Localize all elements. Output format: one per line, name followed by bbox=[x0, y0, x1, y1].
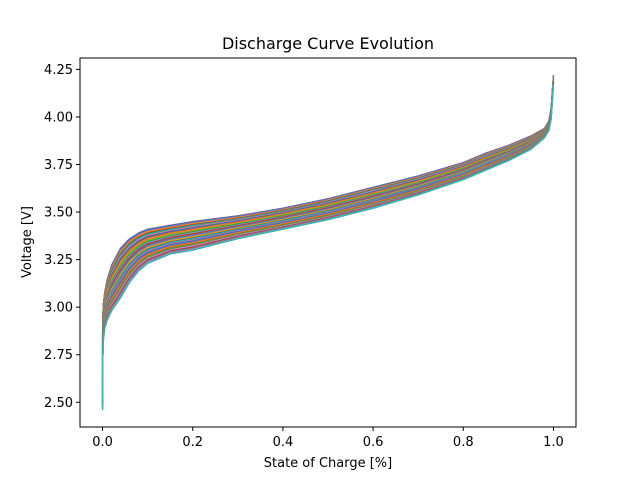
series-line-150 bbox=[101, 84, 555, 410]
y-tick-label: 2.75 bbox=[44, 348, 73, 363]
x-axis-ticks: 0.0 0.2 0.4 0.6 0.8 1.0 bbox=[92, 427, 564, 450]
y-tick-label: 4.00 bbox=[44, 110, 73, 125]
chart-title: Discharge Curve Evolution bbox=[222, 34, 434, 53]
series-layer bbox=[101, 75, 555, 410]
x-tick-label: 0.2 bbox=[182, 435, 203, 450]
y-tick-label: 4.25 bbox=[44, 63, 73, 78]
x-tick-label: 0.0 bbox=[92, 435, 113, 450]
y-axis-label: Voltage [V] bbox=[20, 206, 35, 278]
x-tick-label: 0.4 bbox=[273, 435, 294, 450]
y-axis-ticks: 2.50 2.75 3.00 3.25 3.50 3.75 4.00 4.25 bbox=[44, 63, 80, 411]
y-tick-label: 3.00 bbox=[44, 301, 73, 316]
y-tick-label: 3.50 bbox=[44, 206, 73, 221]
y-tick-label: 2.50 bbox=[44, 396, 73, 411]
plot-frame bbox=[79, 57, 577, 428]
x-tick-label: 0.6 bbox=[363, 435, 384, 450]
y-tick-label: 3.75 bbox=[44, 158, 73, 173]
x-axis-label: State of Charge [%] bbox=[264, 456, 392, 471]
x-tick-label: 0.8 bbox=[453, 435, 474, 450]
y-tick-label: 3.25 bbox=[44, 253, 73, 268]
series-line-148 bbox=[101, 83, 555, 405]
x-tick-label: 1.0 bbox=[543, 435, 564, 450]
